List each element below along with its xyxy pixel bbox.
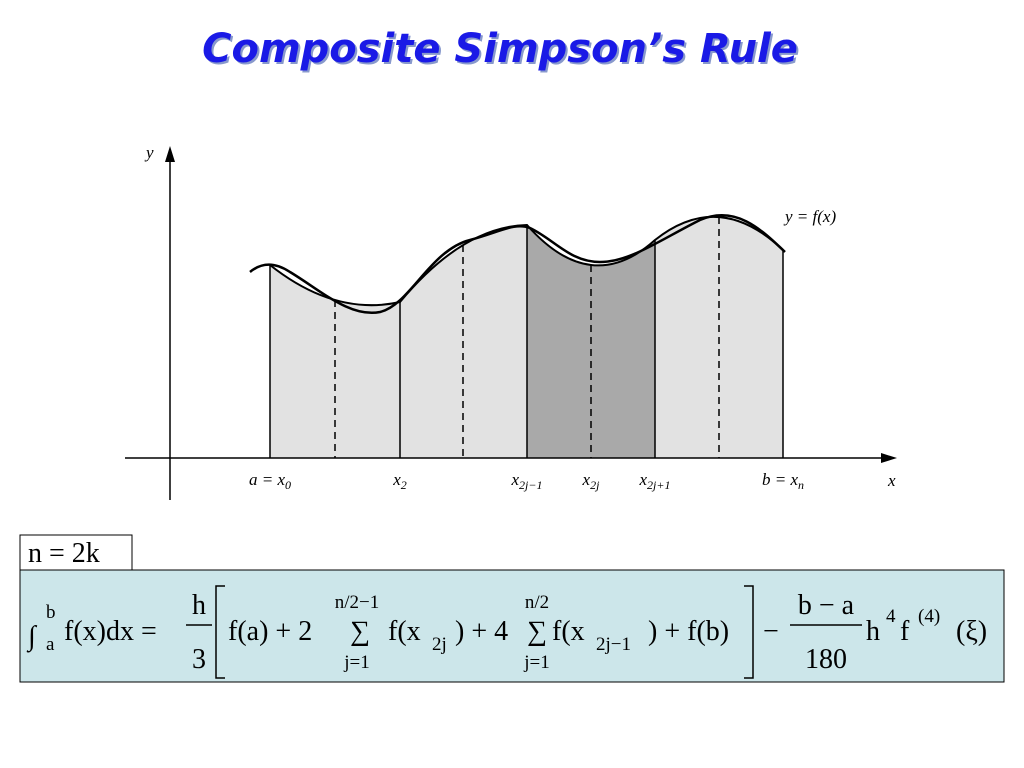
x-label-text: x [392,470,401,489]
title-shadow: Composite Simpson’s Rule [204,28,800,74]
curve-label: y = f(x) [783,207,836,226]
term3: ) + 4 [455,616,508,647]
x-label-text: a = x [249,470,285,489]
upper-limit: b [46,602,56,623]
sum2-sigma: ∑ [527,616,547,647]
err-h-sup: 4 [886,606,896,627]
x-label: x2 [392,470,407,492]
condition: n = 2k [28,538,100,569]
x-axis-label: x [887,471,896,490]
x-label-sub: 0 [285,478,291,492]
sum1-top: n/2−1 [335,592,380,613]
integrand: f(x)dx = [64,616,157,647]
verticals [269,217,784,458]
err-denominator: 180 [805,644,847,675]
x-label: b = xn [762,470,804,492]
x-label-sub: n [798,478,804,492]
x-label: x2j−1 [511,470,543,492]
curve [249,214,786,315]
sum2-top: n/2 [525,592,549,613]
x-label: a = x0 [249,470,291,492]
y-arrow [165,146,175,162]
lower-limit: a [46,634,55,655]
term2-sub: 2j [432,634,447,655]
err-h: h [866,616,880,647]
x-label-text: b = x [762,470,798,489]
x-label-sub: 2j+1 [647,478,670,492]
right-bracket [744,585,754,679]
term2: f(x [388,616,421,647]
figure: y x y = f(x) a = x0 x2 x2j−1 x2j x2j+1 b = xn [125,143,897,500]
x-label-text: x [639,470,648,489]
y-axis-label: y [144,143,154,162]
x-arrow [881,453,897,463]
formula-box [19,569,1005,683]
sum1-sigma: ∑ [350,616,370,647]
sum1-bottom: j=1 [343,652,370,673]
left-bracket [215,585,225,679]
x-label-text: x [582,470,591,489]
x-label: x2j [582,470,601,492]
term4-sub: 2j−1 [596,634,631,655]
x-label: x2j+1 [639,470,671,492]
err-f-sup: (4) [918,606,940,627]
formula: ∫ b a f(x)dx = h 3 f(a) + 2 n/2−1 ∑ j=1 … [26,585,987,679]
coef-denominator: 3 [192,644,206,675]
x-label-sub: 2 [401,478,407,492]
condition-box [19,534,133,571]
term1: f(a) + 2 [228,616,312,647]
x-label-text: x [511,470,520,489]
term4: f(x [552,616,585,647]
minus: − [763,616,779,647]
term5: ) + f(b) [648,616,729,647]
x-label-sub: 2j−1 [519,478,542,492]
err-arg: (ξ) [956,616,987,647]
title: Composite Simpson’s Rule [202,26,798,72]
x-label-sub: 2j [590,478,600,492]
err-f: f [900,616,910,647]
sum2-bottom: j=1 [523,652,550,673]
integral: ∫ [26,621,38,653]
coef-numerator: h [192,590,206,621]
err-numerator: b − a [798,590,855,621]
